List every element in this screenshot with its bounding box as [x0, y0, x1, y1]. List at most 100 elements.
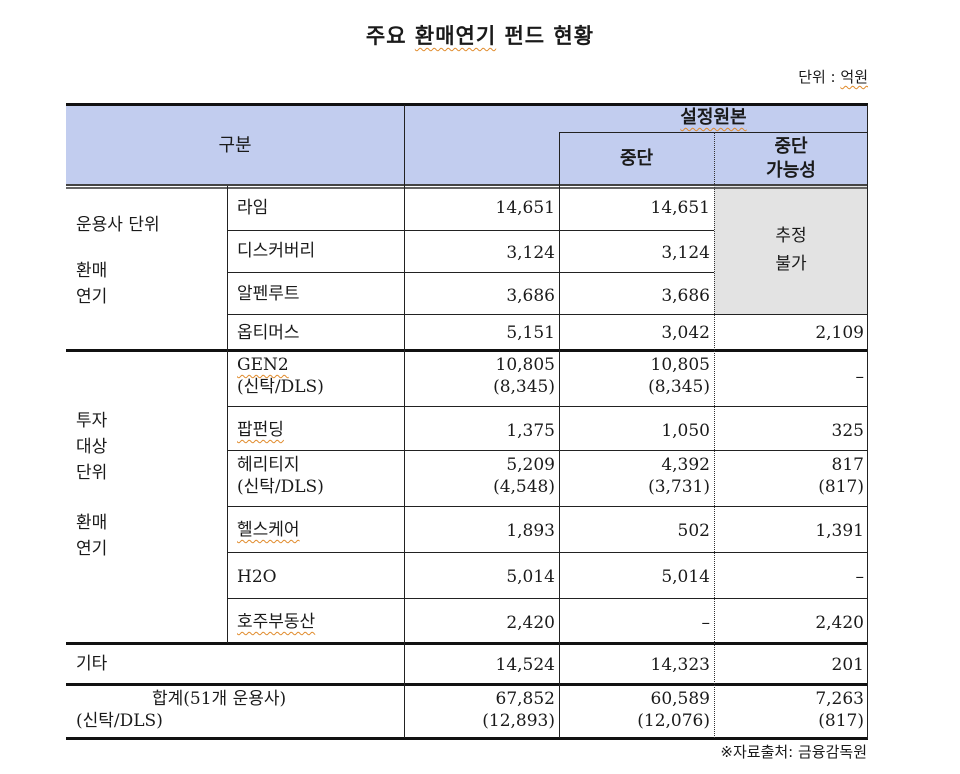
row-name: 헤리티지 — [237, 455, 300, 475]
row-name-healthcare: 헬스케어 — [227, 506, 404, 552]
row-sub: (신탁/DLS) — [237, 377, 324, 397]
row-total: 14,524 — [404, 643, 559, 684]
row-name-sum: 합계(51개 운용사) (신탁/DLS) — [66, 684, 404, 738]
possible-sub-value: (817) — [818, 477, 864, 497]
possible-value: – — [855, 367, 865, 387]
header-bottom-border — [66, 184, 868, 186]
suspended-value: 60,589 — [650, 689, 710, 709]
row-possible: 2,420 — [714, 598, 868, 643]
suspended-value: 10,805 — [650, 355, 710, 375]
total-value: 67,852 — [495, 689, 555, 709]
row-name-other: 기타 — [66, 643, 404, 684]
group-target-line1: 투자 — [76, 411, 108, 431]
row-suspended: 4,392 (3,731) — [559, 450, 714, 506]
row-suspended: 502 — [559, 506, 714, 552]
possible-value: – — [855, 567, 865, 587]
group-manager-line2: 환매 — [76, 261, 108, 281]
row-name: GEN2 — [237, 355, 289, 375]
row-border — [227, 552, 868, 553]
possible-sub-value: (817) — [818, 711, 864, 731]
sum-sub: (신탁/DLS) — [76, 711, 163, 731]
row-total: 3,686 — [404, 272, 559, 314]
na-line1: 추정 — [775, 226, 807, 246]
total-sub-value: (8,345) — [493, 377, 555, 397]
header-category: 구분 — [218, 134, 252, 156]
title-suffix: 펀드 현황 — [496, 24, 595, 48]
total-value: 3,124 — [506, 243, 555, 263]
row-name-popfunding: 팝펀딩 — [227, 406, 404, 450]
suspended-value: 4,392 — [661, 455, 710, 475]
total-value: 1,375 — [506, 421, 555, 441]
total-value: 14,651 — [495, 198, 555, 218]
header-possible-line2: 가능성 — [766, 160, 816, 181]
row-name-alpenroute: 알펜루트 — [227, 272, 404, 314]
possible-value: 7,263 — [815, 689, 864, 709]
col-border — [559, 132, 560, 738]
row-total: 2,420 — [404, 598, 559, 643]
possible-value: 201 — [831, 655, 864, 675]
row-name-australia-realestate: 호주부동산 — [227, 598, 404, 643]
header-group: 설정원본 — [680, 107, 747, 128]
col-border-dotted — [714, 132, 715, 738]
header-group-cell: 설정원본 — [559, 105, 868, 132]
suspended-sub-value: (8,345) — [648, 377, 710, 397]
row-suspended: 3,686 — [559, 272, 714, 314]
source-note: ※자료출처: 금융감독원 — [720, 743, 867, 761]
row-name: 옵티머스 — [237, 323, 300, 343]
group-border — [66, 349, 868, 352]
total-value: 3,686 — [506, 286, 555, 306]
na-line2: 불가 — [775, 254, 807, 274]
row-total: 5,209 (4,548) — [404, 450, 559, 506]
suspended-value: 3,686 — [661, 286, 710, 306]
row-total: 1,375 — [404, 406, 559, 450]
group-target-line4: 환매 — [76, 513, 108, 533]
total-value: 5,014 — [506, 567, 555, 587]
row-suspended: 5,014 — [559, 552, 714, 598]
total-value: 10,805 — [495, 355, 555, 375]
group-target-label: 투자 대상 단위 환매 연기 — [66, 350, 227, 643]
total-value: 1,893 — [506, 521, 555, 541]
row-sub: (신탁/DLS) — [237, 477, 324, 497]
title-underlined: 환매연기 — [414, 24, 497, 48]
total-sub-value: (12,893) — [482, 711, 555, 731]
group-manager-label: 운용사 단위 환매 연기 — [66, 186, 227, 350]
suspended-value: 3,042 — [661, 323, 710, 343]
header-suspended-cell: 중단 — [559, 132, 714, 186]
row-total: 67,852 (12,893) — [404, 684, 559, 738]
total-value: 2,420 — [506, 613, 555, 633]
row-possible: – — [714, 350, 868, 406]
row-possible: 201 — [714, 643, 868, 684]
possible-value: 2,109 — [815, 323, 864, 343]
suspended-value: 502 — [677, 521, 710, 541]
row-possible: 7,263 (817) — [714, 684, 868, 738]
title-prefix: 주요 — [365, 24, 415, 48]
suspended-value: 3,124 — [661, 243, 710, 263]
suspended-value: 14,323 — [650, 655, 710, 675]
row-border — [227, 598, 868, 599]
group-target-line3: 단위 — [76, 463, 108, 483]
group-target-line2: 대상 — [76, 437, 108, 457]
unit-note: 단위 : 억원 — [798, 66, 868, 87]
row-suspended: 10,805 (8,345) — [559, 350, 714, 406]
table-bottom-border — [66, 737, 868, 740]
header-suspended: 중단 — [619, 148, 654, 169]
suspended-sub-value: (3,731) — [648, 477, 710, 497]
possible-value: 1,391 — [815, 521, 864, 541]
row-name-optimus: 옵티머스 — [227, 314, 404, 350]
row-border — [227, 272, 714, 273]
row-name: 기타 — [76, 654, 108, 674]
row-suspended: 14,323 — [559, 643, 714, 684]
row-total: 5,151 — [404, 314, 559, 350]
header-blank-cell — [404, 105, 559, 186]
row-suspended: 1,050 — [559, 406, 714, 450]
row-name-gen2: GEN2 (신탁/DLS) — [227, 350, 404, 406]
row-total: 14,651 — [404, 186, 559, 230]
row-name-h2o: H2O — [227, 552, 404, 598]
row-name-discovery: 디스커버리 — [227, 230, 404, 272]
row-name: H2O — [237, 567, 277, 587]
suspended-value: 1,050 — [661, 421, 710, 441]
suspended-sub-value: (12,076) — [637, 711, 710, 731]
page-title: 주요 환매연기 펀드 현황 — [0, 20, 960, 50]
row-possible: 1,391 — [714, 506, 868, 552]
total-value: 14,524 — [495, 655, 555, 675]
